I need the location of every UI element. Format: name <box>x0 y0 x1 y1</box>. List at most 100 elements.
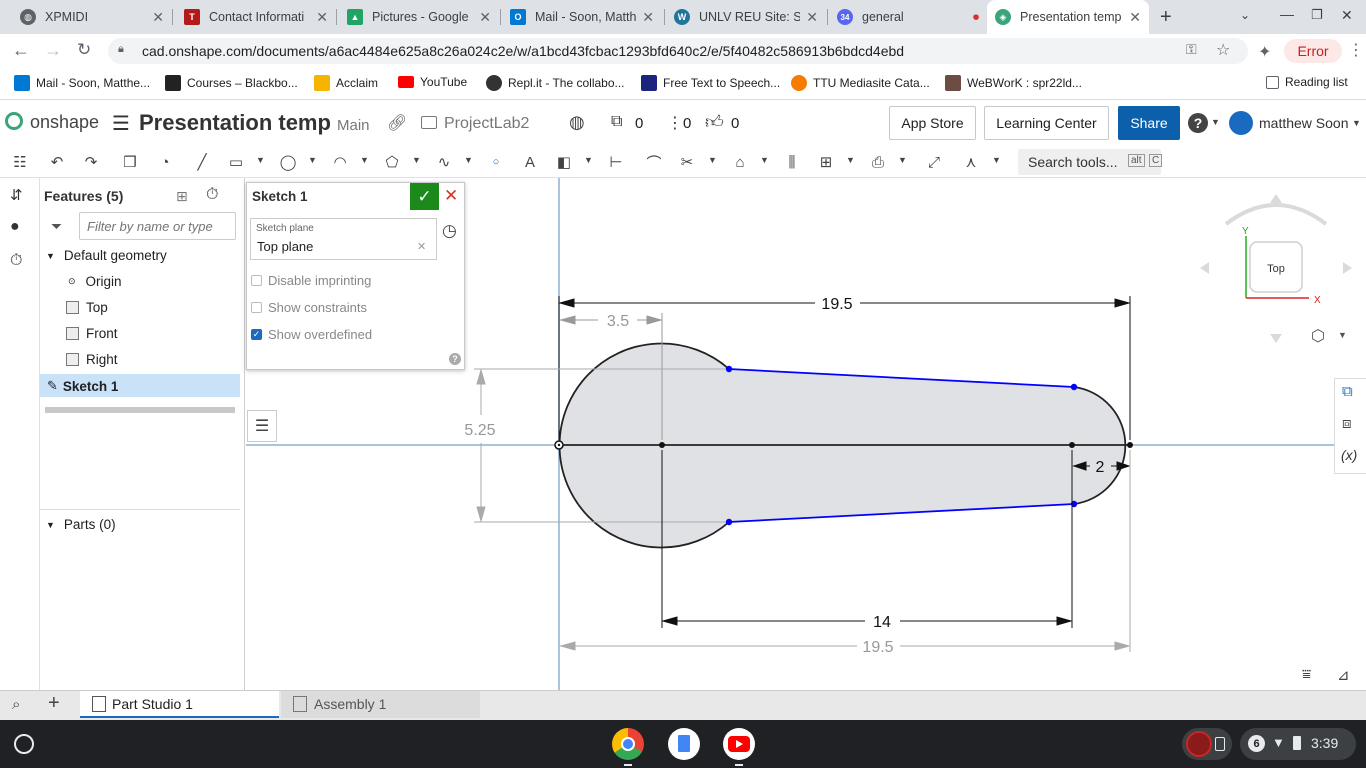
forward-icon[interactable]: → <box>44 40 62 60</box>
tote-holding-space[interactable] <box>1182 728 1232 760</box>
timer-icon[interactable]: ⏱ <box>10 252 23 269</box>
graphics-canvas[interactable]: 19.5 3.5 5.25 2 14 <box>246 178 1366 690</box>
clear-icon[interactable]: ✕ <box>417 241 427 253</box>
onshape-logo-icon[interactable] <box>5 112 23 130</box>
arc-icon[interactable]: ◠ <box>333 154 347 171</box>
view-cube-face[interactable] <box>1249 241 1303 293</box>
reload-icon[interactable]: ↻ <box>77 40 92 59</box>
construction-icon[interactable]: ◧ <box>556 154 572 171</box>
fillet-icon[interactable]: ⌒ <box>646 154 662 172</box>
url-text[interactable]: cad.onshape.com/documents/a6ac4484e625a8… <box>142 43 905 59</box>
docs-app-icon[interactable] <box>668 728 700 760</box>
bookmark-blackboard[interactable]: Courses – Blackbo... <box>165 75 298 91</box>
view-up-arrow-icon[interactable] <box>1270 194 1282 203</box>
insert-feature-icon[interactable]: ⇵ <box>10 187 23 204</box>
dim-top-width[interactable]: 19.5 <box>821 296 852 313</box>
redo-icon[interactable]: ↷ <box>84 154 98 171</box>
copy-sketch-icon[interactable]: ❒ <box>123 154 137 171</box>
snap-chevron-icon[interactable]: ▼ <box>992 155 1001 165</box>
dimension-icon[interactable]: ⊢ <box>609 154 623 171</box>
spline-icon[interactable]: ∿ <box>437 154 451 171</box>
user-name[interactable]: matthew Soon <box>1259 115 1349 131</box>
help-chevron-icon[interactable]: ▼ <box>1211 117 1220 127</box>
user-chevron-icon[interactable]: ▼ <box>1352 118 1361 128</box>
rotate-arc[interactable] <box>1224 203 1328 226</box>
sketch-line-top[interactable] <box>728 368 1075 388</box>
confirm-check-icon[interactable]: ✓ <box>410 183 439 210</box>
close-icon[interactable]: ✕ <box>642 8 654 25</box>
view-left-arrow-icon[interactable] <box>1200 262 1209 274</box>
disable-imprinting-checkbox[interactable]: Disable imprinting <box>251 273 371 288</box>
tab-unlv[interactable]: W UNLV REU Site: Sn ✕ <box>666 0 826 34</box>
sketch-point[interactable] <box>725 365 733 373</box>
snap-icon[interactable]: ⋏ <box>965 154 977 171</box>
tab-xpmidi[interactable]: ◍ XPMIDI ✕ <box>12 0 172 34</box>
filter-input[interactable] <box>79 212 236 240</box>
rollback-timer-icon[interactable]: ⏱ <box>206 186 219 203</box>
new-tab-icon[interactable]: + <box>1160 6 1172 28</box>
polygon-chevron-icon[interactable]: ▼ <box>412 155 421 165</box>
sketch-line-bottom[interactable] <box>728 503 1075 523</box>
bookmark-mail[interactable]: Mail - Soon, Matthe... <box>14 75 150 91</box>
dim-center-distance[interactable]: 14 <box>873 614 891 631</box>
tree-sketch-1[interactable]: ✎ Sketch 1 <box>47 378 118 394</box>
avatar[interactable] <box>1229 111 1253 135</box>
help-icon[interactable]: ? <box>1188 113 1208 133</box>
tab-mail[interactable]: O Mail - Soon, Matth ✕ <box>502 0 662 34</box>
dim-circle-offset[interactable]: 3.5 <box>607 313 629 330</box>
view-options-cube-icon[interactable]: ⬡ <box>1311 328 1325 345</box>
variables-icon[interactable]: (x) <box>1341 447 1358 463</box>
construction-chevron-icon[interactable]: ▼ <box>584 155 593 165</box>
launcher-icon[interactable] <box>14 734 34 754</box>
checkbox[interactable] <box>251 302 262 313</box>
circle-chevron-icon[interactable]: ▼ <box>308 155 317 165</box>
star-icon[interactable]: ☆ <box>1216 42 1231 59</box>
sketch-list-icon[interactable]: ☰ <box>247 410 277 442</box>
tree-origin[interactable]: ⊙ Origin <box>68 274 122 289</box>
feature-list-icon[interactable]: ☷ <box>13 154 27 171</box>
document-title[interactable]: Presentation temp <box>139 110 331 135</box>
filter-icon[interactable]: ⏷ <box>51 218 63 234</box>
tab-assembly[interactable]: Assembly 1 <box>281 691 480 718</box>
sketch-point[interactable] <box>659 442 665 448</box>
rectangle-icon[interactable]: ▭ <box>228 154 244 171</box>
rollback-bar[interactable] <box>45 407 235 413</box>
bookmark-tts[interactable]: Free Text to Speech... <box>641 75 780 91</box>
trim-icon[interactable]: ✂ <box>680 154 694 171</box>
use-chevron-icon[interactable]: ▼ <box>760 155 769 165</box>
profile-error-chip[interactable]: Error <box>1284 39 1342 63</box>
close-icon[interactable]: ✕ <box>479 8 491 25</box>
share-button[interactable]: Share <box>1118 106 1180 140</box>
tree-right[interactable]: Right <box>66 352 118 367</box>
mirror-icon[interactable]: ⫼ <box>788 153 796 171</box>
appearance-panel-icon[interactable]: ⧉ <box>1342 383 1353 400</box>
dim-right-radius[interactable]: 2 <box>1096 459 1105 476</box>
back-icon[interactable]: ← <box>12 40 30 60</box>
help-icon[interactable]: ? <box>449 353 461 365</box>
close-icon[interactable]: ✕ <box>806 8 818 25</box>
more-menu-icon[interactable]: ⋮ <box>1348 42 1364 59</box>
globe-icon[interactable]: ◍ <box>569 112 585 132</box>
bookmark-youtube[interactable]: YouTube <box>398 75 467 89</box>
parts-node[interactable]: ▼ Parts (0) <box>46 517 116 532</box>
tab-search-icon[interactable]: ⌕ <box>12 696 21 713</box>
tab-contact[interactable]: T Contact Informati ✕ <box>176 0 336 34</box>
sketch-point[interactable] <box>725 518 733 526</box>
versions-icon[interactable]: ⧉ <box>611 113 623 130</box>
extensions-icon[interactable]: ✦ <box>1258 44 1272 61</box>
arc-chevron-icon[interactable]: ▼ <box>360 155 369 165</box>
key-icon[interactable]: ⚿ <box>1186 41 1197 57</box>
app-store-button[interactable]: App Store <box>889 106 976 140</box>
minimize-icon[interactable]: — <box>1280 6 1294 22</box>
pattern-chevron-icon[interactable]: ▼ <box>846 155 855 165</box>
sketch-point[interactable] <box>1070 383 1078 391</box>
paste-sketch-icon[interactable]: ◔ <box>160 153 170 171</box>
dxf-import-icon[interactable]: ⎙ <box>871 153 884 171</box>
chrome-app-icon[interactable] <box>612 728 644 760</box>
reading-list[interactable]: Reading list <box>1266 75 1348 89</box>
learning-center-button[interactable]: Learning Center <box>984 106 1109 140</box>
close-icon[interactable]: ✕ <box>152 8 164 25</box>
status-area[interactable]: 6 ▼ 3:39 <box>1240 728 1356 760</box>
measure-icon[interactable]: ⊿ <box>1337 667 1350 684</box>
restore-icon[interactable]: ❐ <box>1311 7 1323 22</box>
